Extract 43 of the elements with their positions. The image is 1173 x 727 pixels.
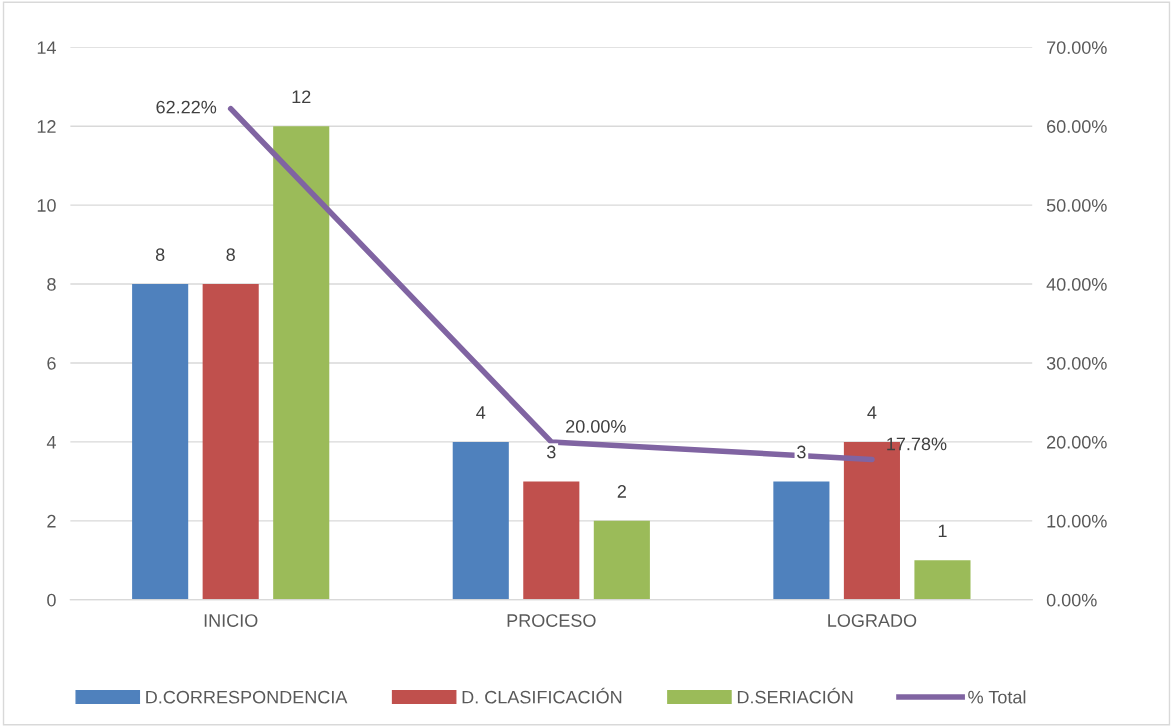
- data-label: 1: [938, 524, 947, 538]
- data-label: 2: [617, 485, 626, 498]
- y-tick-label: 14: [37, 41, 56, 54]
- y-tick-label: 4: [46, 436, 56, 449]
- bar: [273, 126, 330, 600]
- data-label: 4: [867, 406, 877, 419]
- data-label: 20.00%: [566, 420, 626, 433]
- y-tick-label: 10: [37, 199, 56, 212]
- bar: [773, 481, 830, 600]
- y-tick-label: 2: [47, 514, 56, 528]
- data-label: 12: [292, 90, 311, 103]
- legend-label: D. CLASIFICACIÓN: [462, 687, 622, 704]
- bar: [132, 284, 189, 600]
- y2-tick-label: 50.00%: [1046, 199, 1107, 212]
- data-label: 3: [797, 445, 806, 459]
- y-tick-label: 6: [47, 356, 56, 370]
- data-label: 8: [226, 248, 235, 262]
- bar: [593, 520, 650, 600]
- y-tick-label: 12: [37, 120, 56, 133]
- legend-label: D.SERIACIÓN: [737, 687, 853, 704]
- y2-tick-label: 0.00%: [1046, 593, 1097, 607]
- y2-tick-label: 60.00%: [1047, 120, 1107, 133]
- y-tick-label: 0: [47, 593, 56, 607]
- bar: [914, 560, 971, 600]
- bar: [452, 441, 509, 600]
- bar: [202, 284, 259, 600]
- x-tick-label: PROCESO: [507, 614, 596, 627]
- x-tick-label: LOGRADO: [828, 614, 917, 627]
- data-label: 17.78%: [887, 437, 947, 451]
- data-label: 8: [155, 248, 165, 262]
- legend-label: D.CORRESPONDENCIA: [146, 690, 348, 704]
- x-tick-label: INICIO: [204, 614, 258, 627]
- bar: [523, 481, 580, 600]
- data-label: 3: [546, 445, 556, 459]
- legend-label: % Total: [968, 690, 1026, 704]
- y2-tick-label: 30.00%: [1046, 356, 1107, 370]
- y2-tick-label: 20.00%: [1047, 435, 1107, 449]
- y-tick-label: 8: [47, 277, 56, 291]
- y2-tick-label: 70.00%: [1047, 41, 1107, 54]
- data-label: 62.22%: [156, 100, 217, 114]
- y2-tick-label: 10.00%: [1047, 514, 1107, 528]
- data-label: 4: [476, 406, 486, 419]
- y2-tick-label: 40.00%: [1046, 277, 1107, 291]
